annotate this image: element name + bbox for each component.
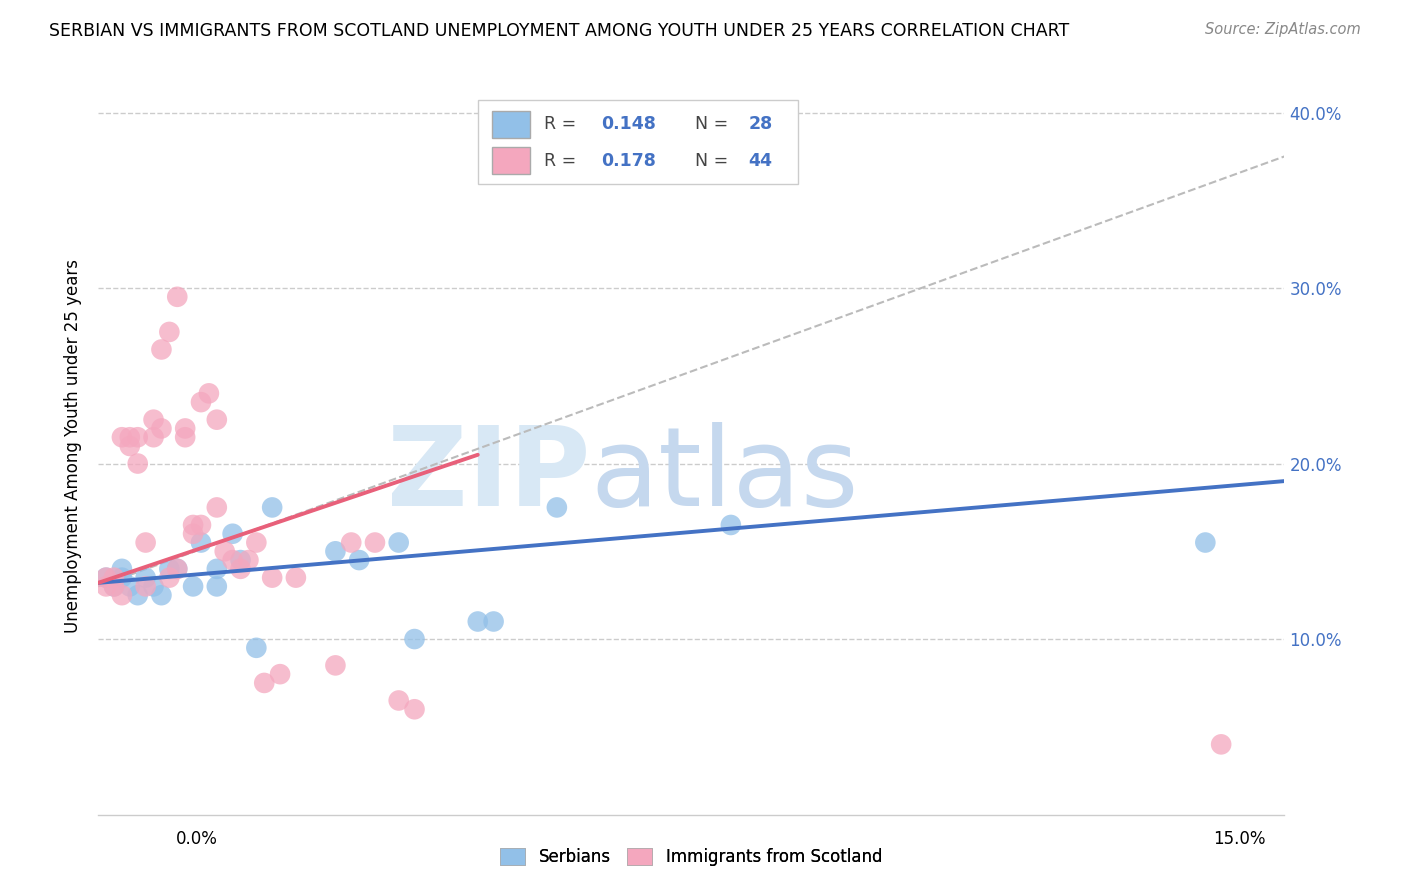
Point	[1211, 737, 1233, 751]
Legend: Serbians, Immigrants from Scotland: Serbians, Immigrants from Scotland	[494, 841, 889, 872]
Point	[94, 571, 117, 585]
Point	[135, 535, 157, 549]
Point	[325, 544, 347, 558]
Point	[404, 632, 426, 646]
Text: 44: 44	[748, 152, 772, 169]
Point	[221, 526, 243, 541]
Text: ZIP: ZIP	[387, 422, 591, 529]
Point	[127, 430, 149, 444]
Point	[181, 579, 204, 593]
Point	[103, 571, 125, 585]
Point	[190, 518, 212, 533]
Point	[118, 430, 141, 444]
Point	[94, 571, 117, 585]
Text: atlas: atlas	[591, 422, 859, 529]
Point	[388, 535, 411, 549]
Point	[111, 571, 134, 585]
Point	[205, 500, 228, 515]
Point	[103, 579, 125, 593]
Point	[284, 571, 307, 585]
Point	[229, 553, 252, 567]
Point	[198, 386, 221, 401]
Point	[482, 615, 505, 629]
Point	[205, 412, 228, 426]
Point	[190, 395, 212, 409]
Text: N =: N =	[685, 115, 734, 133]
Point	[720, 518, 742, 533]
Point	[404, 702, 426, 716]
Point	[364, 535, 387, 549]
Point	[174, 430, 197, 444]
Point	[190, 535, 212, 549]
Point	[214, 544, 236, 558]
Text: 28: 28	[748, 115, 772, 133]
Point	[467, 615, 489, 629]
Point	[166, 562, 188, 576]
Point	[229, 562, 252, 576]
Text: 0.0%: 0.0%	[176, 830, 218, 847]
Point	[111, 562, 134, 576]
Point	[245, 535, 267, 549]
Point	[135, 571, 157, 585]
Text: N =: N =	[685, 152, 734, 169]
Point	[111, 588, 134, 602]
Point	[1194, 535, 1216, 549]
Point	[142, 579, 165, 593]
Point	[142, 412, 165, 426]
FancyBboxPatch shape	[478, 100, 799, 185]
Point	[142, 430, 165, 444]
Point	[205, 579, 228, 593]
Point	[127, 588, 149, 602]
Point	[103, 579, 125, 593]
Point	[388, 693, 411, 707]
Text: R =: R =	[544, 115, 582, 133]
Point	[150, 421, 173, 435]
Point	[262, 571, 284, 585]
Text: R =: R =	[544, 152, 582, 169]
Point	[546, 500, 568, 515]
Point	[111, 430, 134, 444]
Point	[135, 579, 157, 593]
Point	[205, 562, 228, 576]
Text: 15.0%: 15.0%	[1213, 830, 1265, 847]
Point	[245, 640, 267, 655]
Point	[325, 658, 347, 673]
Point	[118, 439, 141, 453]
Point	[181, 518, 204, 533]
FancyBboxPatch shape	[492, 111, 530, 137]
Y-axis label: Unemployment Among Youth under 25 years: Unemployment Among Youth under 25 years	[65, 259, 82, 633]
Point	[347, 553, 370, 567]
Point	[157, 571, 180, 585]
Point	[150, 343, 173, 357]
Text: 0.148: 0.148	[602, 115, 657, 133]
Point	[262, 500, 284, 515]
Point	[340, 535, 363, 549]
Point	[166, 562, 188, 576]
Text: 0.178: 0.178	[602, 152, 657, 169]
Point	[269, 667, 291, 681]
Point	[166, 290, 188, 304]
Text: SERBIAN VS IMMIGRANTS FROM SCOTLAND UNEMPLOYMENT AMONG YOUTH UNDER 25 YEARS CORR: SERBIAN VS IMMIGRANTS FROM SCOTLAND UNEM…	[49, 22, 1070, 40]
Point	[118, 579, 141, 593]
Point	[238, 553, 260, 567]
Point	[157, 562, 180, 576]
Point	[181, 526, 204, 541]
Point	[150, 588, 173, 602]
Point	[157, 325, 180, 339]
Point	[253, 676, 276, 690]
Point	[174, 421, 197, 435]
Point	[221, 553, 243, 567]
FancyBboxPatch shape	[492, 147, 530, 174]
Point	[94, 579, 117, 593]
Text: Source: ZipAtlas.com: Source: ZipAtlas.com	[1205, 22, 1361, 37]
Point	[127, 457, 149, 471]
